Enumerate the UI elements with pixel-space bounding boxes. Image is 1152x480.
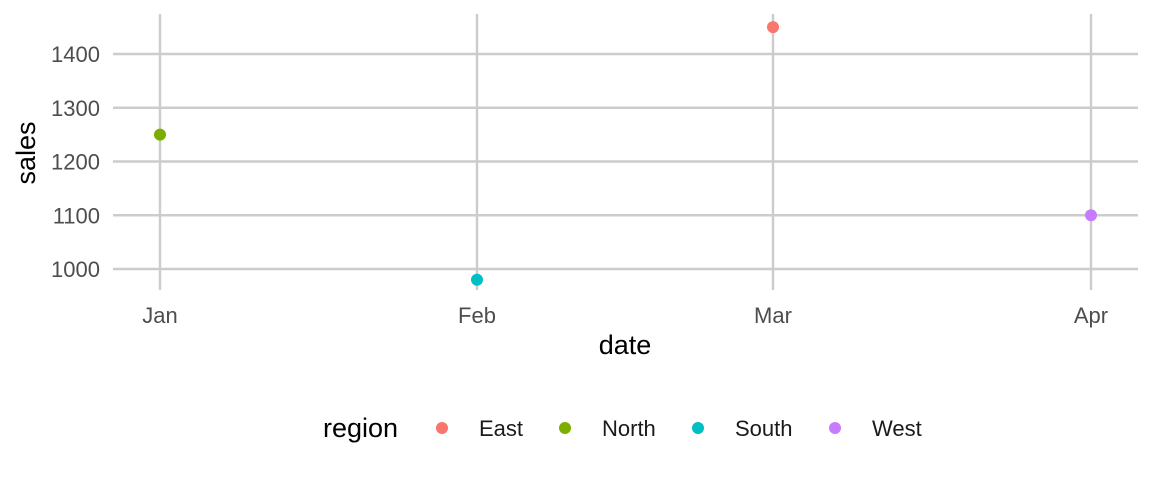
y-tick-labels: 1000 1100 1200 1300 1400 bbox=[51, 42, 100, 282]
legend-label: North bbox=[602, 416, 656, 441]
legend-title: region bbox=[323, 413, 398, 443]
x-tick-labels: Jan Feb Mar Apr bbox=[142, 303, 1108, 328]
x-tick-label: Apr bbox=[1074, 303, 1108, 328]
y-tick-label: 1100 bbox=[53, 203, 100, 228]
y-tick-label: 1200 bbox=[51, 150, 100, 175]
legend-label: South bbox=[735, 416, 793, 441]
data-points bbox=[154, 21, 1097, 286]
legend: region East North South West bbox=[323, 413, 922, 443]
legend-key bbox=[436, 422, 448, 434]
x-tick-label: Jan bbox=[142, 303, 177, 328]
y-tick-label: 1300 bbox=[51, 96, 100, 121]
data-point bbox=[154, 128, 166, 141]
legend-label: West bbox=[872, 416, 922, 441]
x-tick-label: Mar bbox=[754, 303, 792, 328]
data-point bbox=[767, 21, 779, 34]
y-tick-label: 1000 bbox=[51, 257, 100, 282]
legend-label: East bbox=[479, 416, 523, 441]
data-point bbox=[1085, 209, 1097, 222]
y-tick-label: 1400 bbox=[51, 42, 100, 67]
legend-key bbox=[829, 422, 841, 434]
data-point bbox=[471, 273, 483, 286]
grid-layer bbox=[113, 14, 1138, 290]
y-axis-title: sales bbox=[11, 121, 41, 184]
legend-key bbox=[559, 422, 571, 434]
x-tick-label: Feb bbox=[458, 303, 496, 328]
x-axis-title: date bbox=[599, 330, 652, 360]
legend-key bbox=[692, 422, 704, 434]
